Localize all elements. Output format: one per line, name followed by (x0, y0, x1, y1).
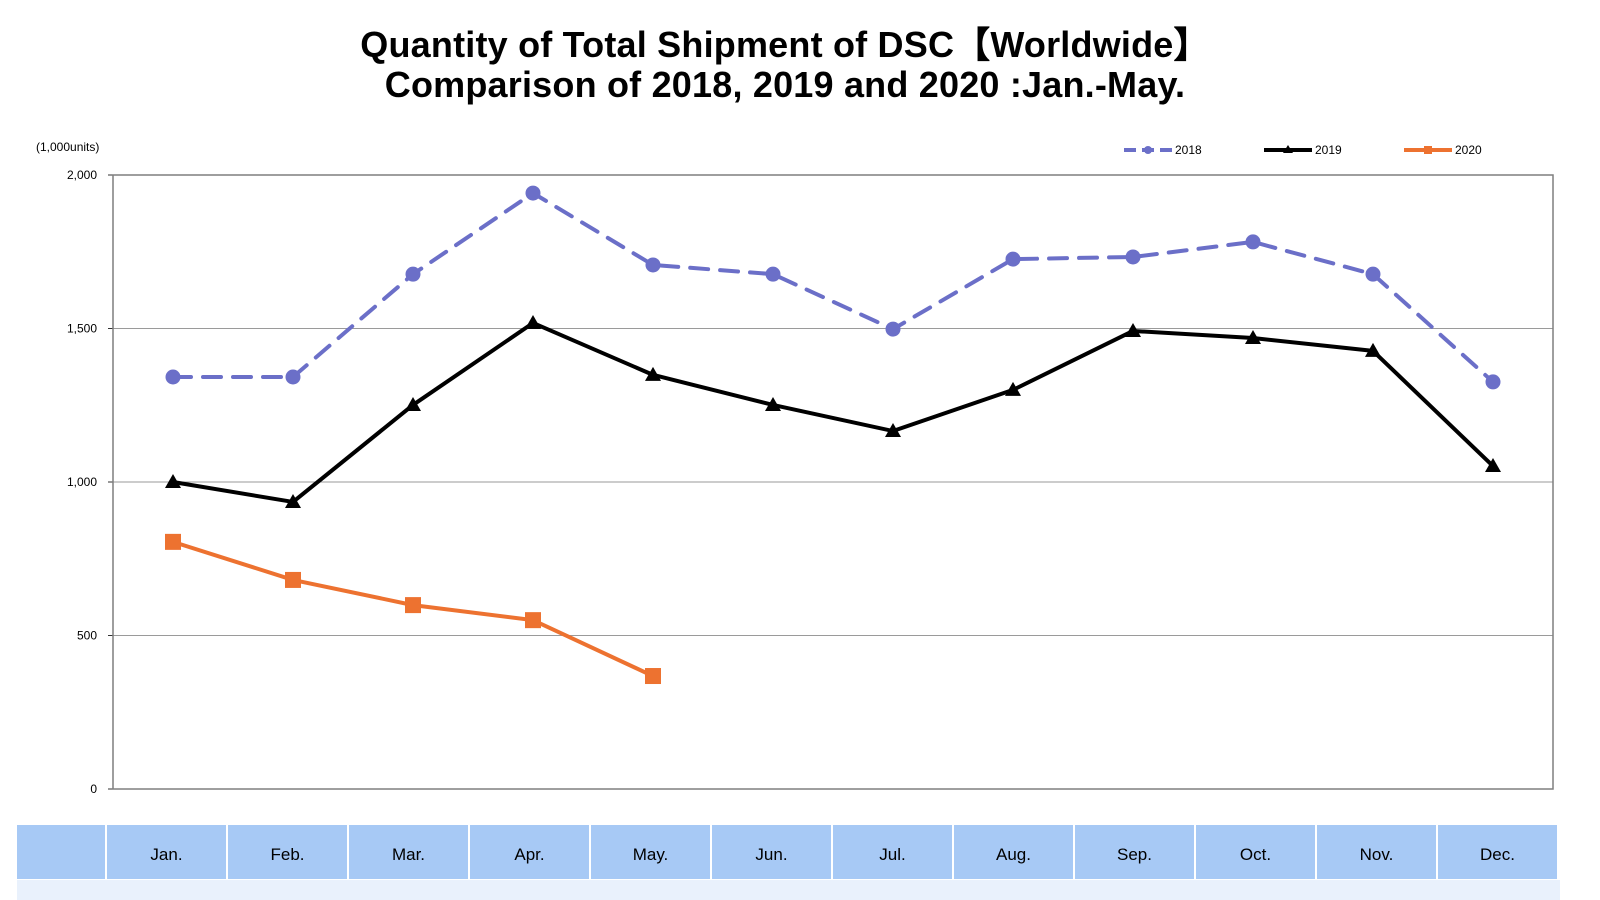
data-point-2018 (1245, 234, 1261, 250)
data-point-2018 (1485, 374, 1501, 390)
y-tick-label: 2,000 (67, 168, 97, 182)
legend-label-2018: 2018 (1175, 143, 1202, 157)
data-point-2018 (1125, 249, 1141, 265)
y-unit-label: (1,000units) (36, 140, 99, 154)
series-line-2019 (172, 320, 1495, 504)
chart-subtitle: Comparison of 2018, 2019 and 2020 :Jan.-… (384, 64, 1186, 105)
y-tick-label: 1,000 (67, 475, 97, 489)
table-data-row (17, 880, 1560, 900)
data-point-2019 (765, 396, 781, 411)
legend-marker-2018 (1144, 146, 1152, 154)
table-header-month: Jul. (833, 825, 954, 879)
legend-label-2020: 2020 (1455, 143, 1482, 157)
data-point-2019 (285, 493, 301, 508)
line-chart: 0 500 1,000 1,500 2,000 (1,000units) 2018 2019 2… (36, 140, 1554, 796)
series-line-2018 (171, 191, 1495, 384)
legend-marker-2019 (1283, 145, 1293, 153)
data-point-2019 (645, 366, 661, 381)
data-point-2019 (525, 314, 541, 329)
data-point-2018 (765, 266, 781, 282)
data-point-2019 (885, 423, 901, 438)
data-point-2018 (1005, 251, 1021, 267)
table-header-month: Jun. (712, 825, 833, 879)
data-point-2018 (645, 257, 661, 273)
data-point-2018 (165, 369, 181, 385)
table-header-month: Jan. (107, 825, 228, 879)
table-header-month: Dec. (1438, 825, 1559, 879)
data-point-2018 (1365, 266, 1381, 282)
data-point-2020 (405, 597, 421, 614)
table-header-month: Nov. (1317, 825, 1438, 879)
data-point-2018 (285, 369, 301, 385)
table-header-month: May. (591, 825, 712, 879)
data-point-2019 (1125, 322, 1141, 337)
data-point-2019 (1485, 458, 1501, 473)
legend-label-2019: 2019 (1315, 143, 1342, 157)
y-tick-label: 1,500 (67, 322, 97, 336)
table-header-month: Mar. (349, 825, 470, 879)
data-point-2019 (165, 474, 181, 488)
table-header-month: Sep. (1075, 825, 1196, 879)
table-header-month: Aug. (954, 825, 1075, 879)
plot-area-border (112, 174, 1554, 790)
data-point-2018 (405, 266, 421, 282)
table-header-blank (17, 825, 107, 879)
data-point-2019 (1005, 381, 1021, 396)
data-point-2020 (525, 612, 541, 629)
data-point-2018 (885, 321, 901, 337)
table-header-month: Oct. (1196, 825, 1317, 879)
data-point-2019 (405, 396, 421, 411)
table-header-month: Apr. (470, 825, 591, 879)
month-table-header: Jan. Feb. Mar. Apr. May. Jun. Jul. Aug. … (17, 825, 1559, 879)
data-point-2019 (1365, 342, 1381, 357)
y-tick-label: 0 (90, 782, 97, 796)
legend-marker-2020 (1424, 146, 1432, 154)
table-header-month: Feb. (228, 825, 349, 879)
data-point-2018 (525, 185, 541, 201)
chart-title: Quantity of Total Shipment of DSC【Worldw… (360, 24, 1210, 65)
data-point-2020 (285, 571, 301, 588)
y-tick-label: 500 (77, 629, 97, 643)
data-point-2019 (1245, 330, 1261, 345)
data-point-2020 (645, 668, 661, 685)
data-point-2020 (165, 533, 181, 550)
